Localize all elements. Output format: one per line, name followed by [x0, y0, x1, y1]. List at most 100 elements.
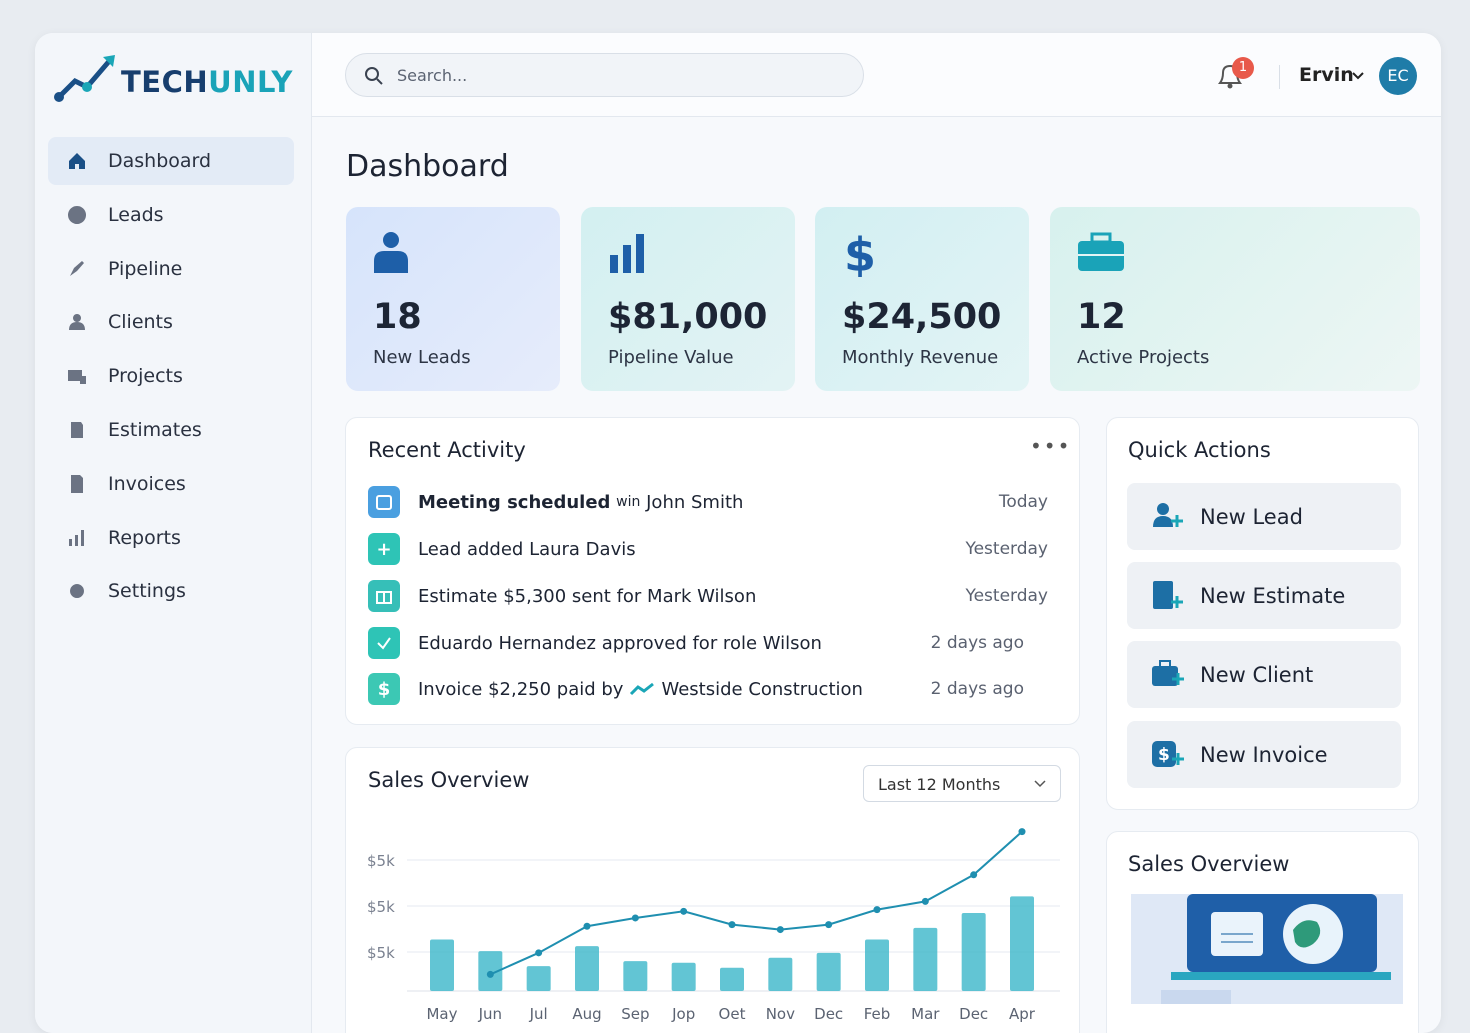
activity-text: Invoice $2,250 paid by: [418, 678, 624, 700]
bar: [865, 939, 889, 991]
nav-item[interactable]: Pipeline: [48, 245, 294, 293]
activity-time: Yesterday: [965, 586, 1048, 606]
icon-shape: [71, 474, 83, 493]
quick-action[interactable]: $ New Invoice: [1127, 721, 1401, 788]
x-tick-label: May: [426, 1005, 457, 1023]
x-tick-label: Mar: [911, 1005, 940, 1023]
nav-label: Settings: [108, 580, 186, 603]
icon-shape: [70, 260, 84, 276]
chevron: [1352, 72, 1364, 80]
nav-icon: [68, 205, 87, 224]
y-tick-label: $5k: [367, 898, 395, 916]
stat-value: 18: [373, 297, 422, 337]
activity-small: win: [616, 494, 641, 510]
stat-icon: [1078, 232, 1124, 271]
search-box[interactable]: Search...: [345, 53, 864, 97]
nav-item[interactable]: Projects: [48, 352, 294, 400]
icon-shape: [69, 314, 85, 331]
nav-icon: [68, 370, 86, 385]
stat-value: 12: [1077, 297, 1126, 337]
nav-item[interactable]: Dashboard: [48, 137, 294, 185]
icon-shape: [69, 153, 85, 169]
activity-time: Today: [998, 492, 1048, 512]
icon-shape: [68, 370, 86, 385]
x-tick-label: Jop: [671, 1005, 695, 1023]
line-point: [873, 906, 881, 914]
nav-item[interactable]: Invoices: [48, 460, 294, 508]
activity-time: Yesterday: [965, 539, 1048, 559]
bar: [913, 927, 938, 991]
stat-card: 18 New Leads: [346, 207, 560, 391]
y-tick-label: $5k: [367, 852, 395, 870]
card-title: Sales Overview: [368, 768, 530, 792]
bar: [575, 946, 599, 991]
brand-part: UNLY: [208, 65, 293, 99]
nav-icon: [70, 260, 84, 276]
quick-action-label: New Invoice: [1200, 742, 1328, 767]
icon: +: [368, 533, 400, 565]
quick-action-label: New Lead: [1200, 504, 1303, 529]
activity-text: Westside Construction: [661, 678, 863, 700]
notification-badge: 1: [1232, 57, 1254, 79]
stat-icon: $: [844, 231, 876, 277]
bar: [961, 912, 986, 991]
bar: [623, 961, 648, 991]
x-tick-label: Dec: [814, 1005, 843, 1023]
line-point: [728, 921, 736, 929]
stat-icon: [610, 234, 644, 273]
range-select[interactable]: Last 12 Months: [863, 765, 1061, 802]
svg-text:$: $: [844, 231, 876, 277]
x-tick-label: Feb: [864, 1005, 891, 1023]
y-tick-label: $5k: [367, 944, 395, 962]
app-window: TECHUNLY Dashboard Leads Pipeline Clients Pr…: [35, 33, 1441, 1033]
icon-shape: [69, 529, 84, 546]
sales-card: Sales Overview: [1106, 831, 1419, 1033]
quick-action-label: New Client: [1200, 662, 1314, 687]
nav-label: Dashboard: [108, 150, 212, 172]
more-menu[interactable]: •••: [1030, 434, 1072, 458]
sales-chart: $5k $5k $5k May Jun Jul Aug Sep Jop Oet Nov Dec Feb M…: [367, 828, 1060, 1023]
activity-text: Eduardo Hernandez approved for role Wils…: [418, 632, 822, 654]
activity-item: Meeting scheduled win John Smith Today: [368, 486, 1058, 518]
nav-item[interactable]: Reports: [48, 514, 294, 562]
page: TECHUNLY Dashboard Leads Pipeline Clients Pr…: [35, 33, 1441, 1033]
logo-icon: [54, 55, 115, 102]
activity-text: Estimate $5,300 sent for Mark Wilson: [418, 585, 757, 607]
x-tick-label: Dec: [959, 1005, 988, 1023]
nav-label: Invoices: [108, 472, 186, 495]
bar: [720, 967, 744, 991]
nav-item[interactable]: Clients: [48, 298, 294, 346]
stat-card: 12 Active Projects: [1050, 207, 1420, 391]
avatar[interactable]: EC: [1379, 57, 1417, 95]
nav-item[interactable]: Estimates: [48, 406, 294, 454]
search-icon: [365, 67, 383, 85]
page-title: Dashboard: [346, 149, 509, 184]
nav-label: Projects: [108, 365, 183, 388]
activity-text: John Smith: [646, 491, 744, 513]
nav-label: Pipeline: [108, 257, 183, 280]
stat-label: Pipeline Value: [608, 347, 734, 368]
activity-bold: Meeting scheduled: [418, 491, 611, 513]
user-name[interactable]: Ervin: [1299, 64, 1354, 86]
stat-value: $24,500: [842, 297, 1002, 337]
activity-time: 2 days ago: [930, 679, 1024, 699]
bar: [816, 952, 841, 991]
line: [489, 830, 1023, 976]
card-title: Recent Activity: [368, 438, 526, 462]
quick-action[interactable]: New Estimate: [1127, 562, 1401, 629]
nav-label: Reports: [108, 526, 181, 549]
quick-action[interactable]: New Lead: [1127, 483, 1401, 550]
nav-icon: [69, 153, 85, 169]
quick-action[interactable]: New Client: [1127, 641, 1401, 708]
activity-time: 2 days ago: [930, 633, 1024, 653]
bar: [768, 957, 793, 991]
header: Search... 1 Ervin EC: [312, 33, 1441, 117]
line-point: [776, 926, 784, 934]
card-title: Quick Actions: [1128, 438, 1271, 462]
line-point: [1018, 828, 1026, 836]
stat-label: New Leads: [373, 347, 471, 368]
nav-item[interactable]: Leads: [48, 191, 294, 239]
icon: [368, 486, 400, 518]
nav-item[interactable]: Settings: [48, 567, 294, 615]
icon-shape: [70, 584, 85, 599]
